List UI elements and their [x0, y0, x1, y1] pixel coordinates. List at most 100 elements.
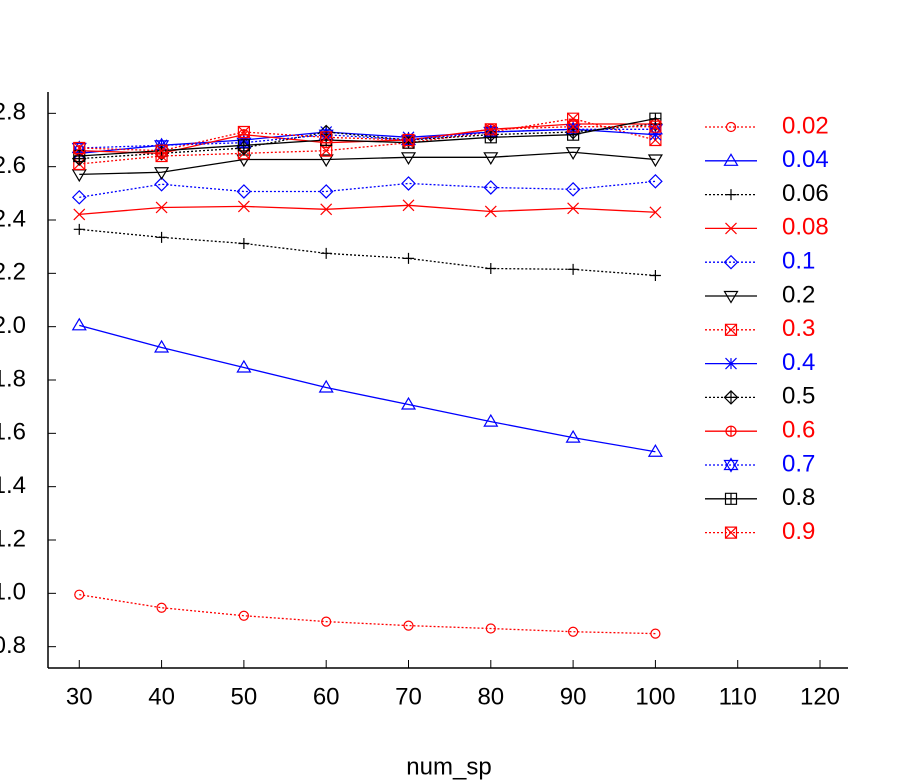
marker-part — [400, 152, 417, 166]
marker-part — [485, 623, 496, 634]
marker-part — [647, 121, 663, 135]
marker — [565, 147, 581, 160]
marker-part — [400, 396, 417, 410]
marker-part — [73, 150, 85, 162]
marker — [650, 628, 661, 639]
series-line — [79, 151, 656, 176]
marker — [483, 152, 499, 166]
marker — [236, 184, 252, 199]
legend-label: 0.2 — [782, 281, 815, 308]
legend-marker — [724, 526, 738, 539]
x-tick-label: 100 — [635, 683, 675, 710]
series-line — [79, 118, 656, 157]
marker-part — [237, 139, 250, 152]
marker-part — [403, 620, 414, 631]
marker — [565, 429, 581, 443]
marker-part — [318, 129, 334, 143]
marker-part — [565, 429, 581, 443]
marker-part — [71, 169, 87, 183]
marker-part — [320, 247, 332, 259]
marker-part — [155, 201, 168, 214]
legend-label: 0.02 — [782, 112, 829, 139]
y-tick-label: 2.8 — [0, 99, 26, 126]
marker-part — [237, 125, 250, 139]
series-line — [79, 128, 656, 149]
marker-part — [725, 391, 737, 403]
legend-label: 0.06 — [782, 180, 829, 207]
legend-marker — [723, 153, 739, 166]
x-tick-label: 60 — [313, 683, 340, 710]
legend-marker — [725, 222, 737, 235]
marker — [320, 247, 332, 259]
marker-part — [483, 413, 499, 427]
marker — [154, 176, 169, 192]
marker-part — [649, 269, 661, 281]
marker — [320, 203, 333, 216]
marker-part — [649, 206, 662, 219]
legend-label: 0.7 — [782, 450, 815, 477]
marker-part — [318, 184, 334, 199]
marker-part — [723, 290, 739, 304]
x-tick-label: 80 — [477, 683, 504, 710]
legend-label: 0.3 — [782, 315, 815, 342]
marker — [237, 125, 250, 139]
marker-part — [567, 129, 579, 141]
marker-part — [648, 173, 663, 189]
marker-part — [236, 184, 252, 199]
marker-part — [723, 457, 739, 471]
marker-part — [567, 263, 579, 275]
y-tick-label: 1.4 — [0, 472, 26, 499]
marker-part — [156, 231, 168, 243]
marker-part — [402, 252, 414, 264]
marker — [318, 379, 334, 393]
legend-label: 0.1 — [782, 248, 815, 275]
marker — [403, 620, 414, 631]
y-tick-label: 2.2 — [0, 259, 26, 286]
legend-label: 0.4 — [782, 349, 815, 376]
legend-marker — [725, 425, 737, 437]
marker — [318, 184, 334, 199]
y-tick-label: 1.2 — [0, 525, 26, 552]
marker-part — [154, 167, 170, 180]
marker-part — [565, 181, 581, 197]
y-tick-label: 2.6 — [0, 152, 26, 179]
marker — [647, 444, 663, 457]
marker-part — [73, 142, 86, 154]
legend-marker — [723, 390, 739, 405]
marker-part — [402, 133, 415, 147]
marker-part — [650, 628, 661, 639]
legend-marker — [725, 189, 737, 201]
marker-part — [155, 144, 168, 157]
series-line — [79, 228, 656, 277]
marker-part — [237, 126, 250, 138]
marker-part — [321, 616, 332, 627]
x-axis-label: num_sp — [406, 753, 491, 780]
marker-part — [73, 208, 86, 221]
marker-part — [154, 339, 170, 353]
marker — [402, 133, 415, 147]
legend-marker — [723, 290, 739, 304]
y-tick-label: 2.4 — [0, 205, 26, 232]
legend-marker — [723, 254, 739, 270]
marker-part — [725, 526, 737, 539]
marker-part — [154, 140, 170, 154]
marker-part — [725, 425, 737, 437]
marker-part — [237, 200, 250, 213]
marker-part — [400, 134, 417, 148]
marker-part — [567, 120, 580, 133]
marker — [485, 263, 497, 275]
legend-marker — [724, 492, 738, 505]
legend-marker — [725, 121, 737, 133]
x-tick-label: 70 — [395, 683, 422, 710]
marker-part — [723, 153, 739, 166]
marker — [648, 173, 663, 189]
x-tick-label: 110 — [719, 683, 757, 710]
marker — [485, 623, 496, 634]
y-tick-label: 2.0 — [0, 312, 26, 339]
marker-part — [483, 180, 499, 195]
marker — [568, 626, 579, 637]
series-line — [79, 324, 656, 453]
x-tick-label: 40 — [148, 683, 175, 710]
